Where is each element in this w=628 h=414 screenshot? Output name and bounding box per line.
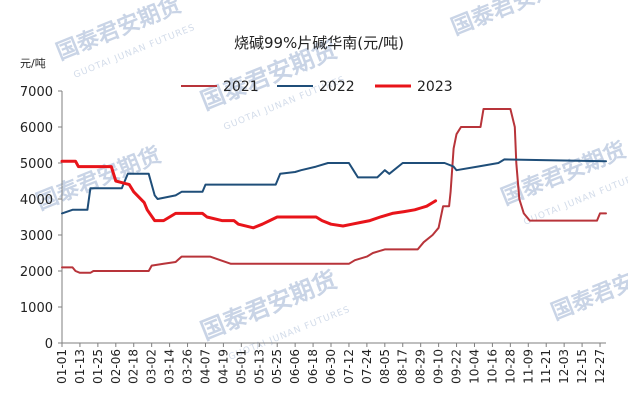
legend-label-2022: 2022 — [319, 79, 355, 95]
x-tick-label: 04-07 — [198, 349, 212, 384]
x-tick-label: 02-18 — [127, 349, 141, 384]
x-tick-label: 03-02 — [145, 349, 159, 384]
y-tick-label: 2000 — [20, 265, 53, 280]
x-tick-label: 05-13 — [252, 349, 266, 384]
axes: 0 1000 2000 3000 4000 5000 6000 7000 01-01 01-13 0… — [20, 85, 607, 384]
x-tick-label: 05-25 — [270, 349, 284, 384]
x-tick-label: 12-03 — [557, 349, 571, 384]
x-tick-label: 10-04 — [467, 349, 481, 384]
x-tick-label: 05-01 — [234, 349, 248, 384]
series-line-2022 — [61, 158, 607, 215]
x-tick-label: 03-26 — [181, 349, 195, 384]
series-line-2021 — [61, 108, 607, 274]
x-tick-label: 02-06 — [109, 349, 123, 384]
x-tick-label: 10-16 — [485, 349, 499, 384]
series-layer — [60, 108, 607, 274]
y-tick-label: 3000 — [20, 229, 53, 244]
y-tick-label: 5000 — [20, 157, 53, 172]
x-tick-label: 09-22 — [450, 349, 464, 384]
y-tick-label: 1000 — [20, 301, 53, 316]
x-tick-label: 10-28 — [503, 349, 517, 384]
x-tick-label: 08-17 — [396, 349, 410, 384]
x-tick-label: 06-06 — [288, 349, 302, 384]
y-tick-label: 4000 — [20, 193, 53, 208]
x-tick-label: 11-21 — [539, 349, 553, 384]
x-tick-label: 08-29 — [414, 349, 428, 384]
chart-title: 烧碱99%片碱华南(元/吨) — [234, 34, 404, 52]
x-tick-label: 09-10 — [432, 349, 446, 384]
y-tick-label: 7000 — [20, 85, 53, 100]
y-tick-label: 0 — [45, 337, 53, 352]
x-tick-label: 07-12 — [342, 349, 356, 384]
legend-label-2023: 2023 — [417, 79, 453, 95]
x-tick-label: 07-24 — [360, 349, 374, 384]
legend-label-2021: 2021 — [223, 79, 259, 95]
x-tick-label: 03-14 — [163, 349, 177, 384]
x-tick-label: 04-19 — [216, 349, 230, 384]
watermark-text: 国泰君安期货 — [197, 266, 341, 346]
x-tick-label: 06-30 — [324, 349, 338, 384]
x-tick-label: 08-05 — [378, 349, 392, 384]
series-line-2023 — [60, 159, 438, 230]
x-tick-label: 12-27 — [593, 349, 607, 384]
y-tick-label: 6000 — [20, 121, 53, 136]
watermark-text: 国泰君安期货 — [448, 0, 580, 41]
legend: 2021 2022 2023 — [181, 79, 453, 95]
x-tick-label: 01-01 — [55, 349, 69, 384]
y-axis-unit-label: 元/吨 — [20, 57, 46, 70]
x-tick-label: 06-18 — [306, 349, 320, 384]
x-tick-label: 01-25 — [91, 349, 105, 384]
watermark-text: 国泰君安期货 — [548, 252, 628, 326]
x-tick-label: 12-15 — [575, 349, 589, 384]
x-tick-label: 11-09 — [521, 349, 535, 384]
x-tick-label: 01-13 — [73, 349, 87, 384]
